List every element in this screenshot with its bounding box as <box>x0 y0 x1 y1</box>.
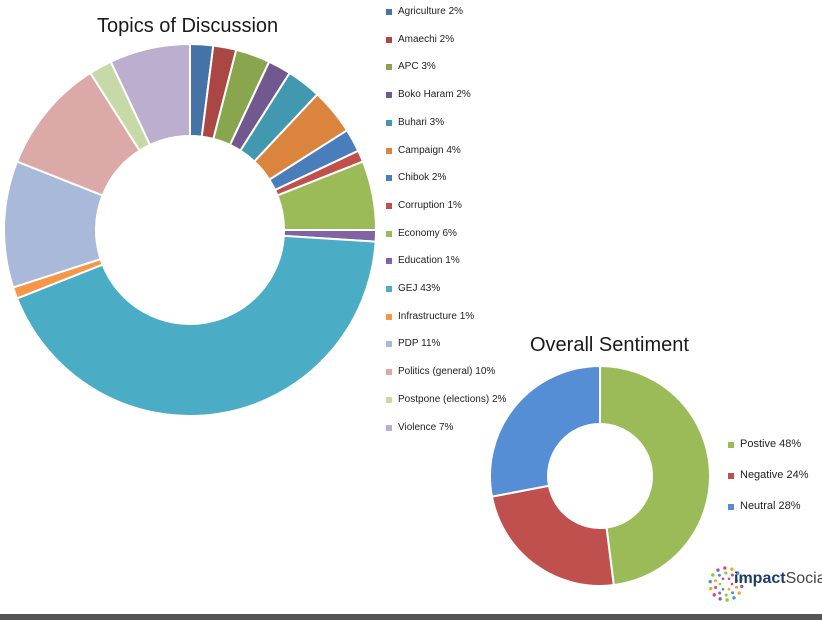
logo-dot <box>708 579 712 584</box>
brand-name: impactSocia <box>734 570 822 588</box>
topics-donut-chart <box>3 42 378 417</box>
legend-label: Amaechi 2% <box>398 33 455 45</box>
topics-legend: Agriculture 2% Amaechi 2% APC 3% Boko Haram… <box>386 6 546 436</box>
brand-name-bold: impact <box>734 570 786 587</box>
legend-swatch <box>386 36 392 43</box>
legend-label: Buhari 3% <box>398 116 445 128</box>
legend-label: PDP 11% <box>398 338 441 350</box>
logo-dot <box>737 591 741 595</box>
logo-dot <box>730 582 734 586</box>
legend-label: Economy 6% <box>398 227 457 239</box>
legend-swatch <box>386 396 392 403</box>
logo-dot <box>724 571 728 575</box>
slice-postive <box>599 364 711 587</box>
legend-swatch <box>386 369 392 376</box>
logo-dot <box>713 579 717 583</box>
legend-swatch <box>386 258 392 265</box>
logo-dot <box>724 593 728 597</box>
logo-dot <box>727 577 731 581</box>
legend-swatch <box>386 341 392 348</box>
legend-label: Campaign 4% <box>398 144 461 156</box>
logo-dot <box>723 566 727 570</box>
logo-dot <box>727 587 731 591</box>
legend-label: Education 1% <box>398 255 460 267</box>
logo-dot <box>739 577 743 582</box>
logo-dot <box>709 586 713 591</box>
logo-dot <box>718 597 722 601</box>
logo-dot <box>740 584 744 589</box>
legend-label: Postpone (elections) 2% <box>398 393 507 405</box>
slice-violence <box>109 42 191 147</box>
dotted-circle-icon <box>708 566 744 602</box>
legend-label: Violence 7% <box>398 421 454 433</box>
logo-dot <box>736 571 740 575</box>
slice-neutral <box>489 364 601 498</box>
logo-dot <box>718 591 722 595</box>
sentiment-donut-chart <box>489 364 711 587</box>
legend-swatch <box>728 442 734 448</box>
legend-label: Neutral 28% <box>740 500 801 512</box>
slice-negative <box>490 484 615 587</box>
logo-dot <box>714 586 718 590</box>
logo-dot <box>721 587 725 591</box>
logo-dot <box>730 567 734 571</box>
legend-label: Infrastructure 1% <box>398 310 475 322</box>
legend-swatch <box>386 9 392 15</box>
legend-label: GEJ 43% <box>398 283 441 294</box>
legend-swatch <box>386 92 392 99</box>
legend-swatch <box>386 202 392 209</box>
legend-label: APC 3% <box>398 61 436 73</box>
legend-swatch <box>386 147 392 154</box>
logo-dot <box>732 596 736 600</box>
logo-dot <box>711 573 715 577</box>
logo-dot <box>712 593 716 597</box>
slice-gej <box>15 234 377 417</box>
legend-label: Chibok 2% <box>398 172 447 184</box>
legend-label: Boko Haram 2% <box>398 89 471 101</box>
brand-name-rest: Socia <box>785 570 822 587</box>
legend-swatch <box>386 424 392 431</box>
legend-label: Politics (general) 10% <box>398 366 496 378</box>
brand-logo <box>708 566 744 602</box>
sentiment-chart-title: Overall Sentiment <box>530 334 689 356</box>
legend-swatch <box>386 286 392 292</box>
bottom-divider <box>0 614 822 620</box>
logo-dot <box>718 582 722 586</box>
logo-dot <box>734 578 738 582</box>
legend-swatch <box>386 175 392 182</box>
legend-label: Postive 48% <box>740 438 802 450</box>
logo-dot <box>721 577 725 581</box>
logo-dot <box>716 568 720 572</box>
logo-dot <box>717 573 721 577</box>
legend-swatch <box>386 313 392 320</box>
logo-dot <box>735 585 739 589</box>
logo-dot <box>731 591 735 595</box>
legend-swatch <box>386 119 392 126</box>
legend-label: Negative 24% <box>740 469 809 481</box>
legend-label: Corruption 1% <box>398 199 462 211</box>
logo-dot <box>725 598 729 602</box>
legend-swatch <box>386 230 392 237</box>
legend-label: Agriculture 2% <box>398 6 464 17</box>
legend-swatch <box>386 64 392 71</box>
logo-dot <box>730 573 734 577</box>
topics-chart-title: Topics of Discussion <box>97 15 279 37</box>
legend-swatch <box>728 504 734 510</box>
legend-swatch <box>728 473 734 479</box>
sentiment-legend: Postive 48% Negative 24% Neutral 28% <box>728 438 822 518</box>
